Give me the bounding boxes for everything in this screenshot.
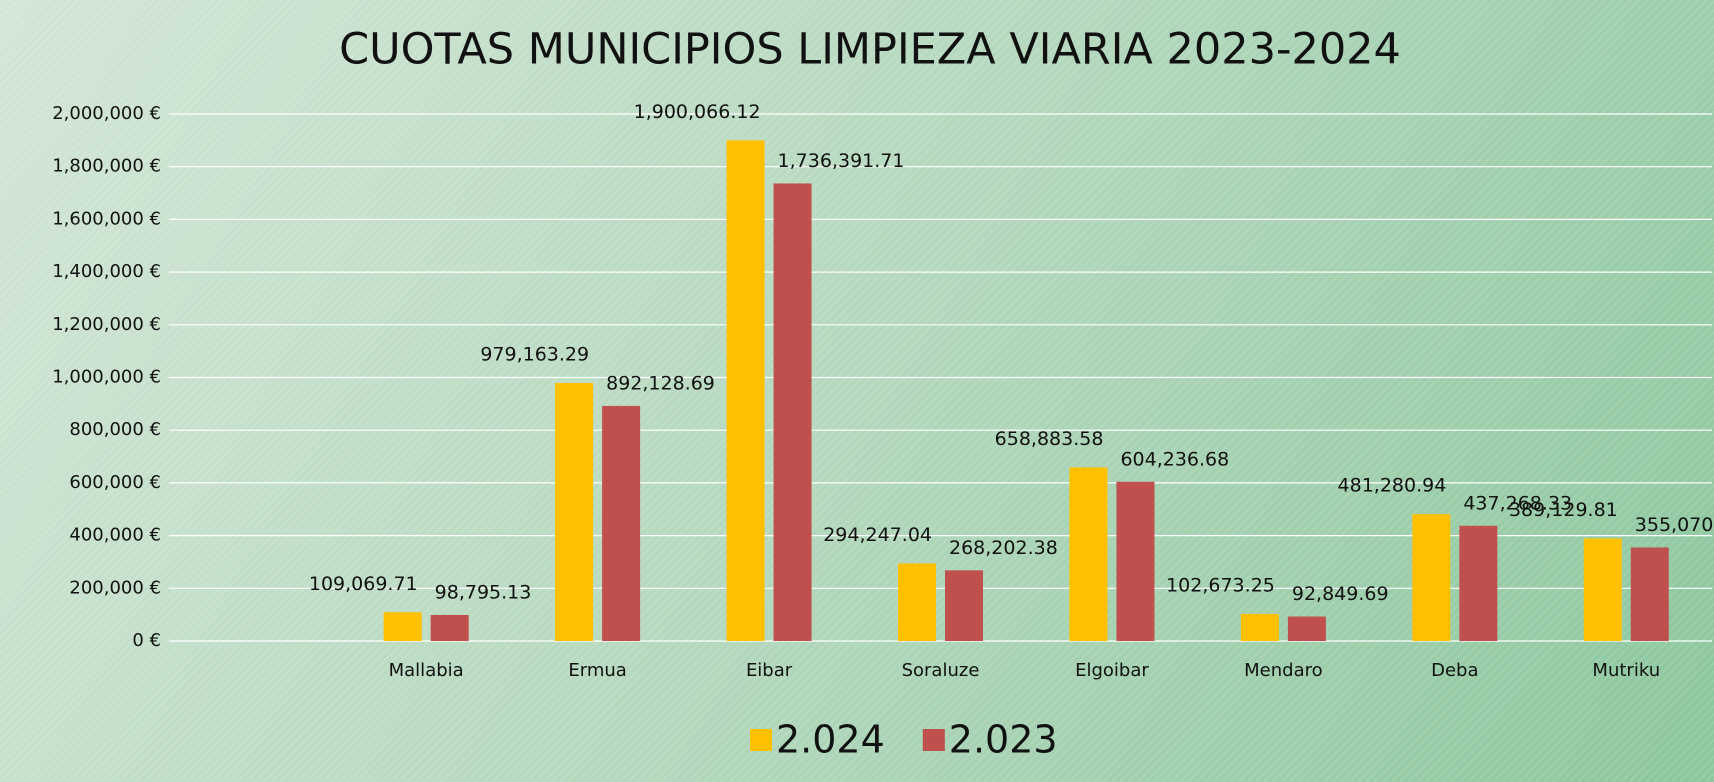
data-label: 355,070.59 — [1635, 514, 1714, 536]
bar — [1412, 514, 1451, 641]
bar — [1630, 547, 1669, 641]
data-label: 268,202.38 — [949, 537, 1058, 559]
x-tick-label: Mendaro — [1244, 660, 1323, 681]
data-label: 437,268.33 — [1463, 492, 1572, 514]
bar — [773, 183, 812, 641]
data-label: 892,128.69 — [606, 372, 715, 394]
data-label: 102,673.25 — [1166, 574, 1275, 596]
data-label: 481,280.94 — [1338, 475, 1447, 497]
bar — [945, 570, 983, 641]
data-label: 98,795.13 — [435, 581, 532, 603]
y-tick-label: 400,000 € — [69, 525, 161, 546]
x-tick-label: Soraluze — [902, 660, 980, 681]
chart-title: CUOTAS MUNICIPIOS LIMPIEZA VIARIA 2023-2… — [339, 25, 1401, 75]
bar — [1069, 467, 1108, 641]
y-tick-label: 0 € — [132, 630, 161, 651]
data-label: 92,849.69 — [1292, 583, 1389, 605]
legend-swatch — [922, 729, 945, 751]
x-tick-label: Eibar — [746, 660, 793, 681]
bar — [1287, 616, 1326, 641]
bar — [430, 614, 469, 641]
legend-label: 2.023 — [949, 718, 1058, 762]
x-tick-label: Ermua — [568, 660, 626, 681]
x-tick-label: Elgoibar — [1075, 660, 1149, 681]
data-label: 1,900,066.12 — [634, 101, 761, 123]
bar — [1583, 538, 1622, 641]
data-label: 389,129.81 — [1509, 499, 1618, 521]
data-label: 109,069.71 — [309, 573, 418, 595]
x-tick-label: Mallabia — [389, 660, 464, 681]
data-label: 604,236.68 — [1120, 448, 1229, 470]
data-label: 1,736,391.71 — [778, 150, 905, 172]
x-tick-label: Mutriku — [1592, 660, 1660, 681]
legend-swatch — [750, 729, 772, 751]
y-tick-label: 1,000,000 € — [52, 367, 161, 388]
bar — [1116, 481, 1155, 641]
bar — [1459, 525, 1498, 641]
bar — [383, 612, 422, 641]
bar — [602, 405, 641, 641]
y-tick-label: 1,800,000 € — [52, 156, 161, 177]
x-tick-label: Deba — [1431, 660, 1478, 681]
data-label: 658,883.58 — [995, 428, 1104, 450]
y-tick-label: 1,200,000 € — [52, 314, 161, 335]
y-tick-label: 600,000 € — [69, 472, 161, 493]
data-label: 979,163.29 — [480, 343, 589, 365]
y-tick-label: 1,600,000 € — [52, 208, 161, 229]
legend-label: 2.024 — [776, 718, 885, 762]
y-tick-label: 800,000 € — [69, 419, 161, 440]
bar — [555, 382, 594, 641]
data-label: 294,247.04 — [823, 524, 932, 546]
y-tick-label: 1,400,000 € — [52, 261, 161, 282]
y-tick-label: 2,000,000 € — [52, 103, 161, 124]
bar — [726, 140, 765, 641]
bar — [898, 563, 936, 641]
bar — [1240, 613, 1279, 641]
y-tick-label: 200,000 € — [69, 577, 161, 598]
